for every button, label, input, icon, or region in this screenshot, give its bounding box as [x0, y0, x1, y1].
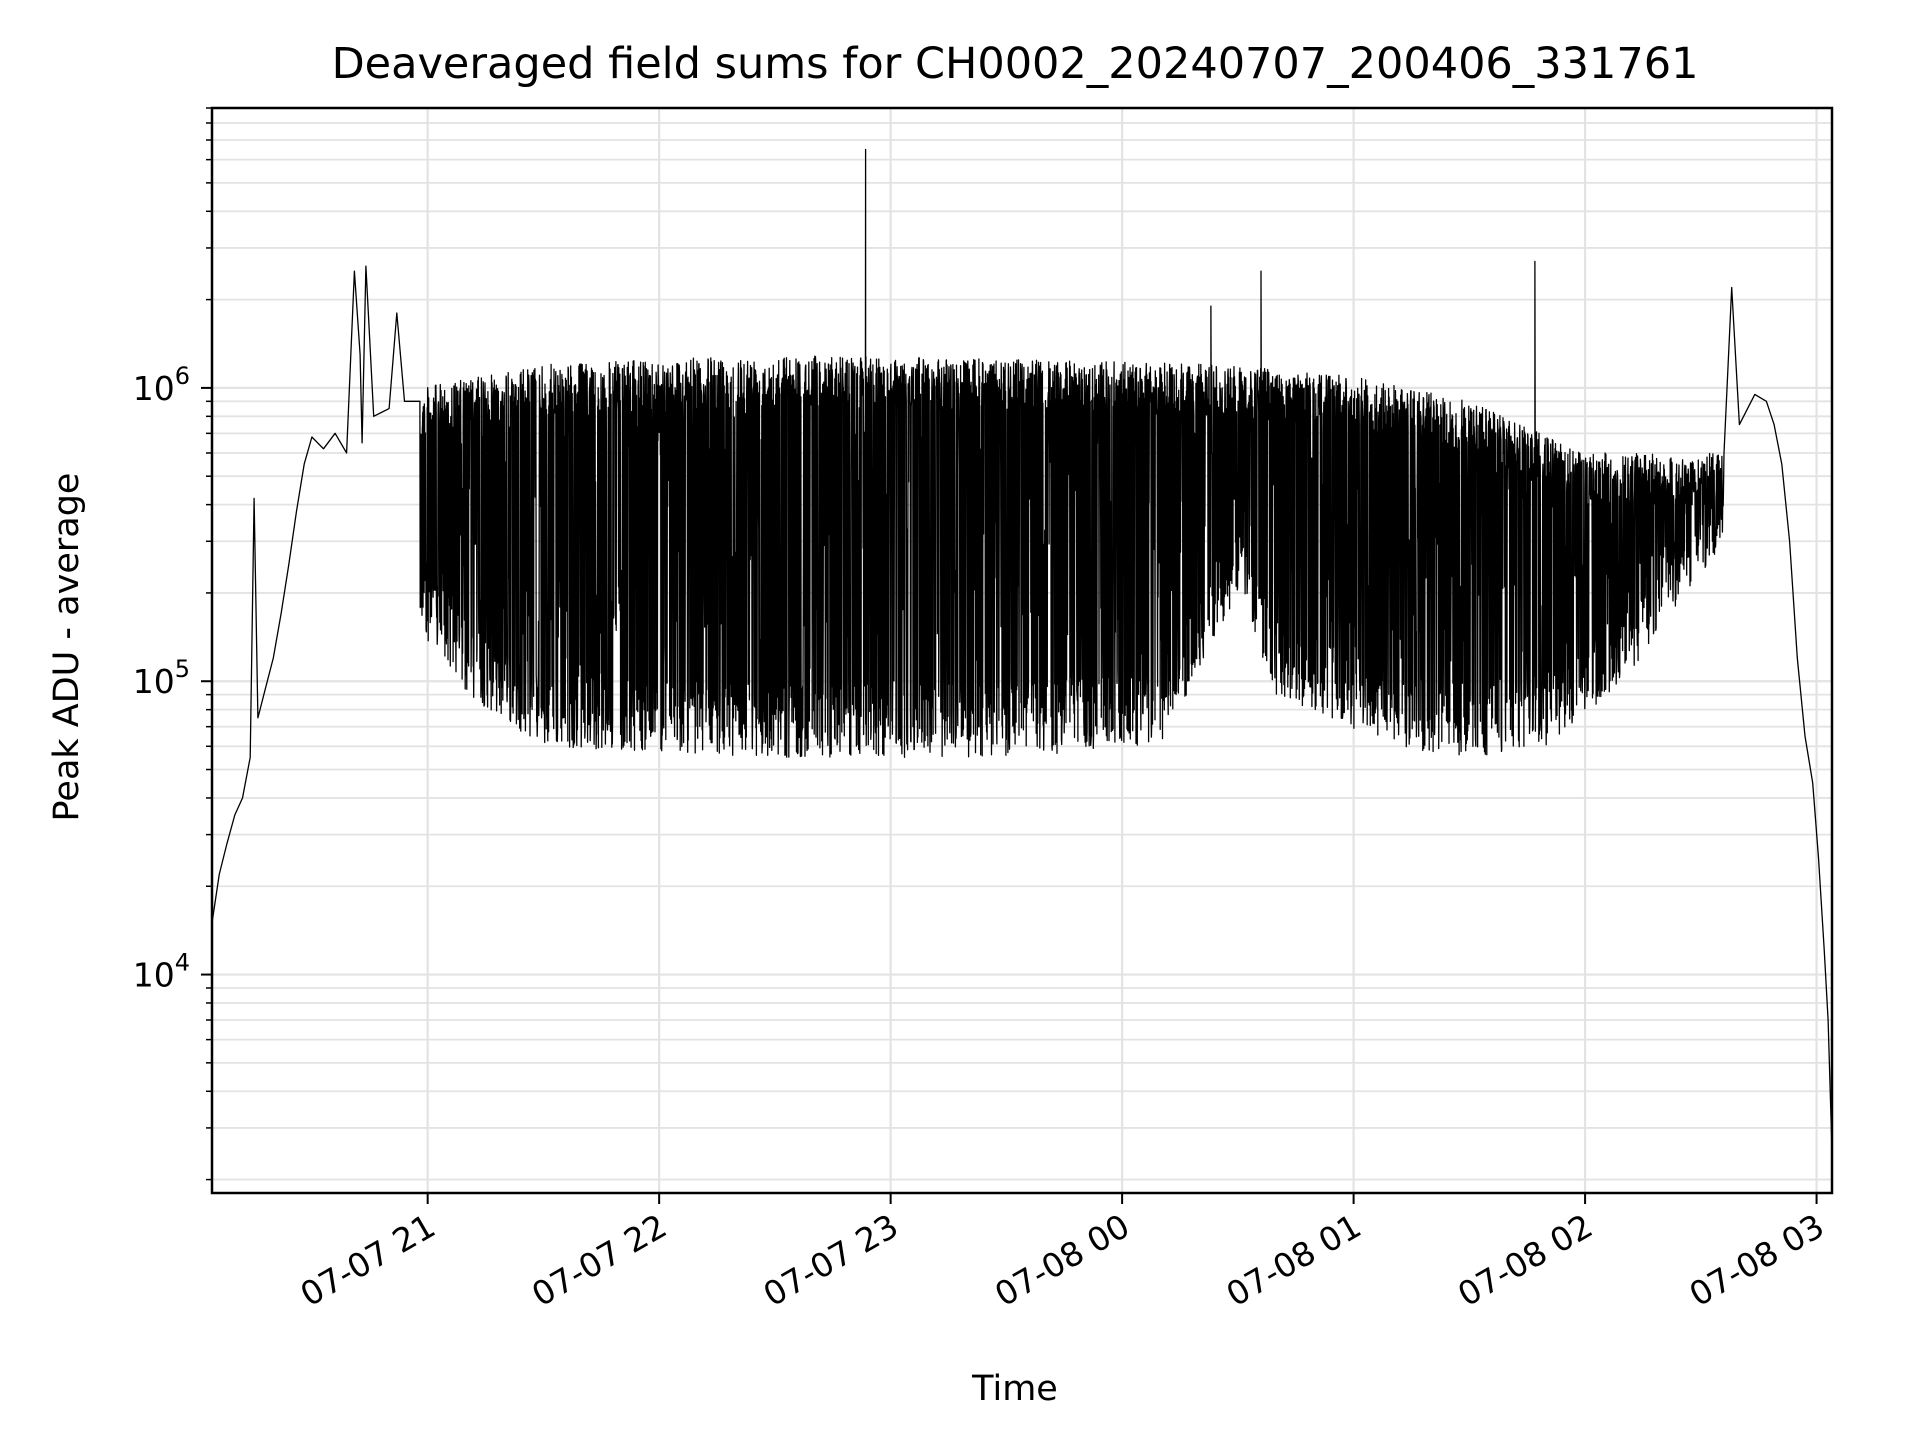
y-tick-label: 106 — [133, 362, 190, 408]
y-axis-label: Peak ADU - average — [47, 473, 87, 822]
y-tick-label: 105 — [133, 655, 190, 701]
y-tick-label: 104 — [133, 949, 190, 995]
y-axis: 104 105 106 — [133, 107, 212, 1181]
axes-frame — [210, 106, 1834, 1195]
plot-area — [211, 148, 1833, 1152]
series-line — [211, 148, 1833, 1152]
chart-title: Deaveraged field sums for CH0002_2024070… — [332, 39, 1699, 89]
x-axis-label: Time — [971, 1369, 1058, 1409]
